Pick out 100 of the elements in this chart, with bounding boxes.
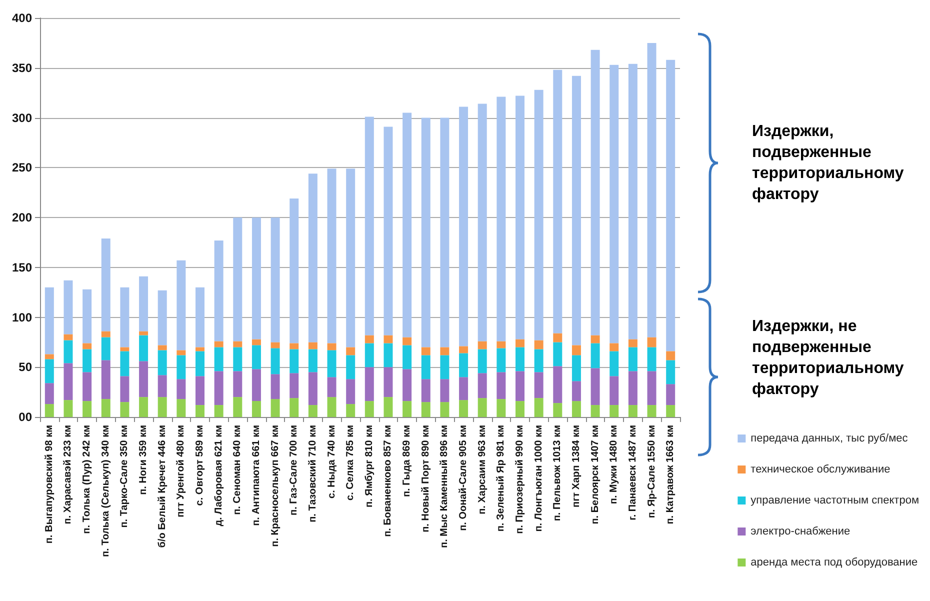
- bar: [64, 363, 73, 400]
- bar: [572, 355, 581, 382]
- bar: [364, 401, 374, 417]
- bar: [628, 339, 638, 348]
- bar: [440, 379, 450, 402]
- bar: [64, 400, 73, 417]
- bar: [364, 335, 374, 344]
- bar: [158, 345, 167, 350]
- x-tick-label: с. Селка 785 км: [345, 425, 356, 500]
- x-tick-label: п. Тазовский 710 км: [307, 425, 318, 522]
- bar: [459, 106, 468, 346]
- bar: [82, 349, 92, 372]
- bar: [176, 260, 186, 350]
- bar: [647, 347, 656, 372]
- bar: [233, 347, 242, 372]
- bar: [158, 375, 167, 398]
- bar: [572, 401, 581, 417]
- bar: [290, 343, 299, 350]
- bar: [270, 348, 280, 374]
- x-tick-label: с. Овгорт 589 км: [194, 425, 206, 506]
- bar: [82, 289, 92, 344]
- bar: [478, 373, 487, 398]
- bar: [534, 349, 544, 372]
- y-tick-label: 300: [12, 110, 32, 125]
- bar: [252, 339, 261, 346]
- bar: [252, 345, 261, 370]
- x-tick-label: п. Харасавэй 233 км: [62, 425, 74, 524]
- bar: [402, 345, 412, 370]
- bar: [628, 347, 638, 372]
- bar: [233, 218, 242, 342]
- bar: [496, 341, 506, 348]
- x-tick-label: п. Бованенково 857 км: [382, 425, 394, 537]
- bar: [290, 373, 299, 398]
- bar: [384, 367, 393, 398]
- x-tick-label: п. Ноги 359 км: [138, 425, 150, 495]
- y-tick-label: 00: [18, 410, 32, 424]
- x-tick-label: п. Катравож 1663 км: [665, 425, 676, 524]
- bar: [101, 331, 110, 338]
- bar: [647, 405, 656, 417]
- bar: [139, 335, 148, 362]
- bar: [327, 343, 336, 350]
- x-tick-label: б/о Белый Кречет 446 км: [156, 425, 168, 548]
- bar: [610, 343, 619, 352]
- bar: [421, 402, 430, 417]
- bar: [553, 333, 562, 342]
- bar: [233, 371, 242, 398]
- bar: [64, 334, 73, 340]
- bar: [516, 371, 524, 402]
- bar: [384, 343, 393, 368]
- bar: [572, 76, 581, 346]
- bar: [572, 345, 581, 356]
- bar: [534, 372, 544, 398]
- bar: [628, 405, 638, 417]
- bar: [496, 348, 506, 372]
- bar: [214, 347, 224, 372]
- legend-label: передача данных, тыс руб/мес: [750, 432, 908, 444]
- bar: [158, 350, 167, 376]
- bar: [478, 349, 487, 374]
- x-tick-label: п. Ямбург 810 км: [364, 425, 375, 508]
- x-tick-label: п. Гыда 869 км: [402, 425, 413, 497]
- bar: [327, 397, 336, 417]
- bar: [346, 404, 356, 417]
- bar: [346, 168, 356, 348]
- bar: [101, 360, 110, 400]
- y-tick-label: 350: [12, 60, 32, 75]
- bar: [44, 404, 54, 417]
- x-tick-label: п. Зеленый Яр 981 км: [496, 425, 507, 532]
- y-tick-label: 150: [12, 260, 32, 274]
- x-tick-label: п. Толька (Селькуп) 340 км: [100, 425, 112, 557]
- bar: [459, 377, 468, 400]
- bar: [421, 118, 430, 348]
- bar: [402, 337, 412, 346]
- bar: [647, 337, 656, 348]
- bar: [120, 287, 130, 348]
- x-tick-label: п. Мужи 1480 км: [608, 425, 620, 504]
- bar: [666, 384, 676, 406]
- bar: [384, 126, 393, 336]
- bar: [440, 355, 450, 380]
- bar: [590, 335, 600, 344]
- bar: [496, 96, 506, 342]
- bar: [101, 238, 110, 332]
- bar: [270, 399, 280, 417]
- bar: [346, 379, 356, 404]
- bar: [666, 351, 676, 360]
- legend-label: электро-снабжение: [750, 526, 850, 538]
- legend-label: управление частотным спектром: [750, 494, 920, 506]
- bar: [384, 335, 393, 344]
- y-tick-label: 200: [12, 210, 32, 224]
- bar: [516, 401, 524, 417]
- bar: [534, 90, 544, 340]
- bar: [440, 347, 450, 356]
- bar: [478, 104, 487, 342]
- bar: [402, 401, 412, 417]
- bar: [590, 50, 600, 336]
- bar: [421, 355, 430, 380]
- bar: [628, 64, 638, 340]
- text: Издержки, не подверженные территориальному фактору: [752, 317, 905, 400]
- bar: [308, 372, 318, 406]
- bar: [270, 374, 280, 400]
- bar: [590, 343, 600, 368]
